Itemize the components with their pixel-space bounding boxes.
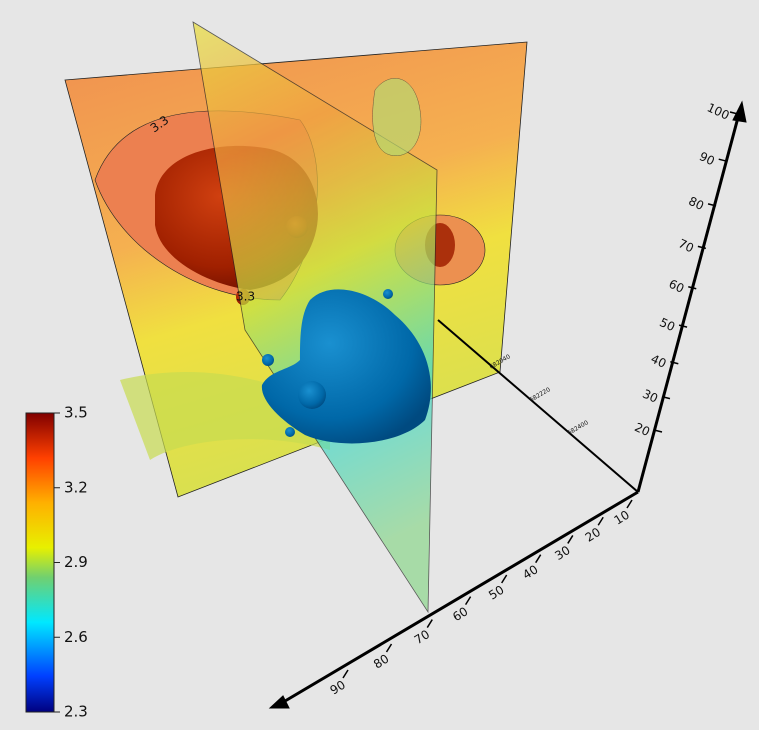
vertical-tick	[697, 245, 707, 250]
vertical-tick	[718, 158, 727, 162]
vertical-label: 80	[686, 194, 706, 213]
depth-label: 20	[583, 525, 603, 545]
vertical-label: 40	[649, 352, 669, 371]
vertical-label: 70	[676, 236, 696, 255]
colorbar-label: 3.5	[64, 404, 88, 422]
vertical-tick	[653, 429, 663, 433]
depth-label: 50	[486, 583, 506, 603]
blue-body	[261, 289, 431, 444]
depth-label: 90	[328, 678, 348, 698]
depth-tick	[567, 535, 574, 544]
vertical-label: 100	[705, 100, 732, 122]
vertical-label: 30	[640, 387, 660, 406]
vertical-tick	[688, 285, 697, 290]
depth-tick	[385, 643, 393, 653]
colorbar-label: 2.3	[64, 703, 88, 721]
depth-label: 40	[520, 562, 540, 582]
vertical-tick	[678, 324, 688, 328]
axes	[268, 100, 747, 709]
depth-label: 60	[450, 604, 470, 624]
vertical-tick	[670, 361, 679, 365]
depth-label: 70	[412, 627, 432, 647]
contour-label: 3.3	[236, 290, 255, 304]
easting-label: 682220	[528, 386, 551, 404]
vertical-tick	[661, 395, 671, 400]
depth-label: 30	[552, 543, 572, 563]
depth-tick	[626, 499, 633, 509]
depth-tick	[426, 619, 433, 628]
vertical-label: 60	[667, 277, 687, 296]
easting-label: 682400	[566, 419, 589, 437]
colorbar-label: 2.6	[64, 628, 88, 646]
vertical-tick	[707, 203, 717, 207]
vertical-label: 90	[697, 149, 717, 168]
depth-label: 10	[612, 508, 632, 528]
depth-tick	[464, 596, 472, 606]
depth-tick	[342, 669, 349, 679]
depth-tick	[501, 574, 508, 584]
colorbar: 2.3 2.6 2.9 3.2 3.5	[25, 404, 88, 721]
colorbar-ramp	[25, 412, 55, 713]
depth-label: 80	[371, 652, 391, 672]
vertical-label: 50	[657, 315, 677, 334]
depth-tick	[535, 554, 542, 564]
vertical-tick	[729, 111, 739, 115]
vertical-label: 20	[632, 420, 652, 439]
depth-tick	[597, 516, 604, 526]
colorbar-label: 3.2	[64, 478, 88, 496]
colorbar-label: 2.9	[64, 553, 88, 571]
